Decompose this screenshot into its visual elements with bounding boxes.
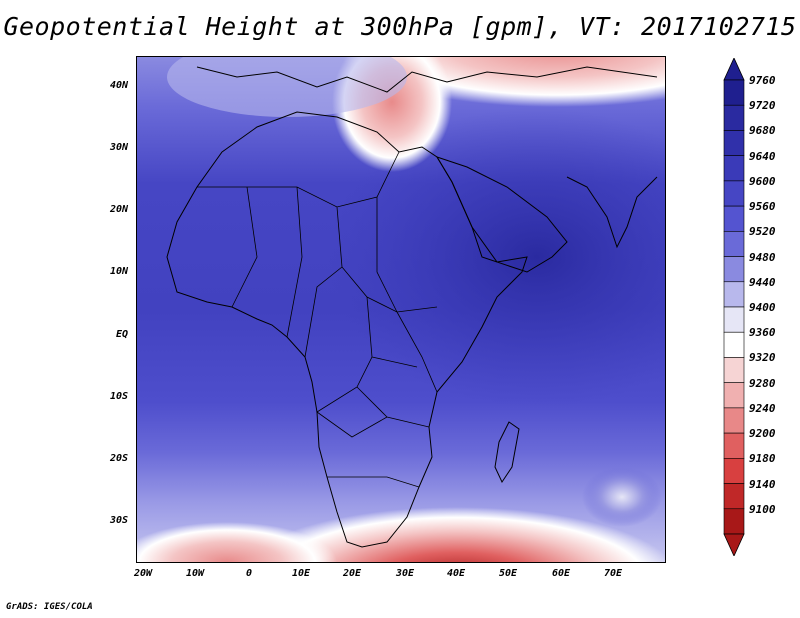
colorbar-label: 9480 <box>749 250 776 264</box>
colorbar-label: 9520 <box>749 225 776 239</box>
lon-label-20e: 20E <box>343 568 362 579</box>
lon-label-50e: 50E <box>499 568 518 579</box>
colorbar-label: 9360 <box>749 326 776 340</box>
colorbar-swatch <box>723 231 745 257</box>
lon-label-40e: 40E <box>447 568 466 579</box>
field-south-east-light <box>582 467 662 527</box>
lon-label-0: 0 <box>246 568 253 579</box>
colorbar-swatch <box>723 256 745 283</box>
colorbar-label: 9200 <box>749 427 776 441</box>
colorbar-swatch <box>723 331 745 358</box>
triangle-up-icon <box>723 58 745 81</box>
colorbar-label: 9280 <box>749 376 776 390</box>
field-high-core <box>327 107 665 407</box>
europe-coastline <box>196 66 658 93</box>
colorbar-swatch <box>723 306 745 333</box>
triangle-down-icon <box>723 533 745 556</box>
colorbar-label: 9140 <box>749 477 776 491</box>
lat-label-20n: 20N <box>109 204 128 215</box>
colorbar-label: 9680 <box>749 124 776 138</box>
colorbar-label: 9600 <box>749 174 776 188</box>
map-svg <box>137 57 665 562</box>
colorbar-swatch <box>723 281 745 308</box>
colorbar-swatch <box>723 407 745 434</box>
colorbar-swatch <box>723 79 745 106</box>
field-north-light <box>167 57 407 117</box>
india-coastline <box>566 176 658 249</box>
colorbar-label: 9440 <box>749 275 776 289</box>
colorbar-label: 9240 <box>749 401 776 415</box>
colorbar-label: 9320 <box>749 351 776 365</box>
colorbar-swatch <box>723 508 745 535</box>
colorbar-label: 9100 <box>749 502 776 516</box>
colorbar-label: 9760 <box>749 74 776 87</box>
lat-label-10n: 10N <box>109 266 128 277</box>
country-borders <box>197 151 438 488</box>
field-south-low <box>242 507 665 562</box>
colorbar-swatch <box>723 382 745 409</box>
colorbar-swatch <box>723 432 745 459</box>
arabia-coastline <box>435 156 568 273</box>
lon-label-30e: 30E <box>396 568 415 579</box>
colorbar-label: 9720 <box>749 99 776 113</box>
madagascar <box>494 421 520 484</box>
lat-label-40n: 40N <box>109 80 128 91</box>
colorbar-label: 9400 <box>749 301 776 314</box>
colorbar-swatch <box>723 130 745 156</box>
lat-label-eq: EQ <box>115 329 128 340</box>
colorbar-swatch <box>723 483 745 510</box>
colorbar-label: 9640 <box>749 149 776 163</box>
colorbar-swatch <box>723 205 745 232</box>
lat-label-20s: 20S <box>109 453 128 464</box>
grads-credit: GrADS: IGES/COLA <box>6 602 93 612</box>
colorbar-swatch <box>723 180 745 207</box>
chart-title: Geopotential Height at 300hPa [gpm], VT:… <box>3 12 797 41</box>
colorbar-label: 9560 <box>749 200 776 214</box>
lon-label-10e: 10E <box>292 568 311 579</box>
lon-label-70e: 70E <box>604 568 623 579</box>
lat-label-10s: 10S <box>109 391 128 402</box>
colorbar-swatch <box>723 458 745 484</box>
colorbar-swatch <box>723 104 745 131</box>
lat-label-30n: 30N <box>109 142 128 153</box>
colorbar-label: 9180 <box>749 452 776 466</box>
colorbar-swatch <box>723 155 745 182</box>
field-south-west-low <box>137 522 337 562</box>
lon-label-20w: 20W <box>134 568 153 579</box>
colorbar-swatch <box>723 357 745 383</box>
lon-label-10w: 10W <box>186 568 205 579</box>
map-plot <box>136 56 666 563</box>
colorbar <box>723 58 745 556</box>
lon-label-60e: 60E <box>552 568 571 579</box>
lat-label-30s: 30S <box>109 515 128 526</box>
